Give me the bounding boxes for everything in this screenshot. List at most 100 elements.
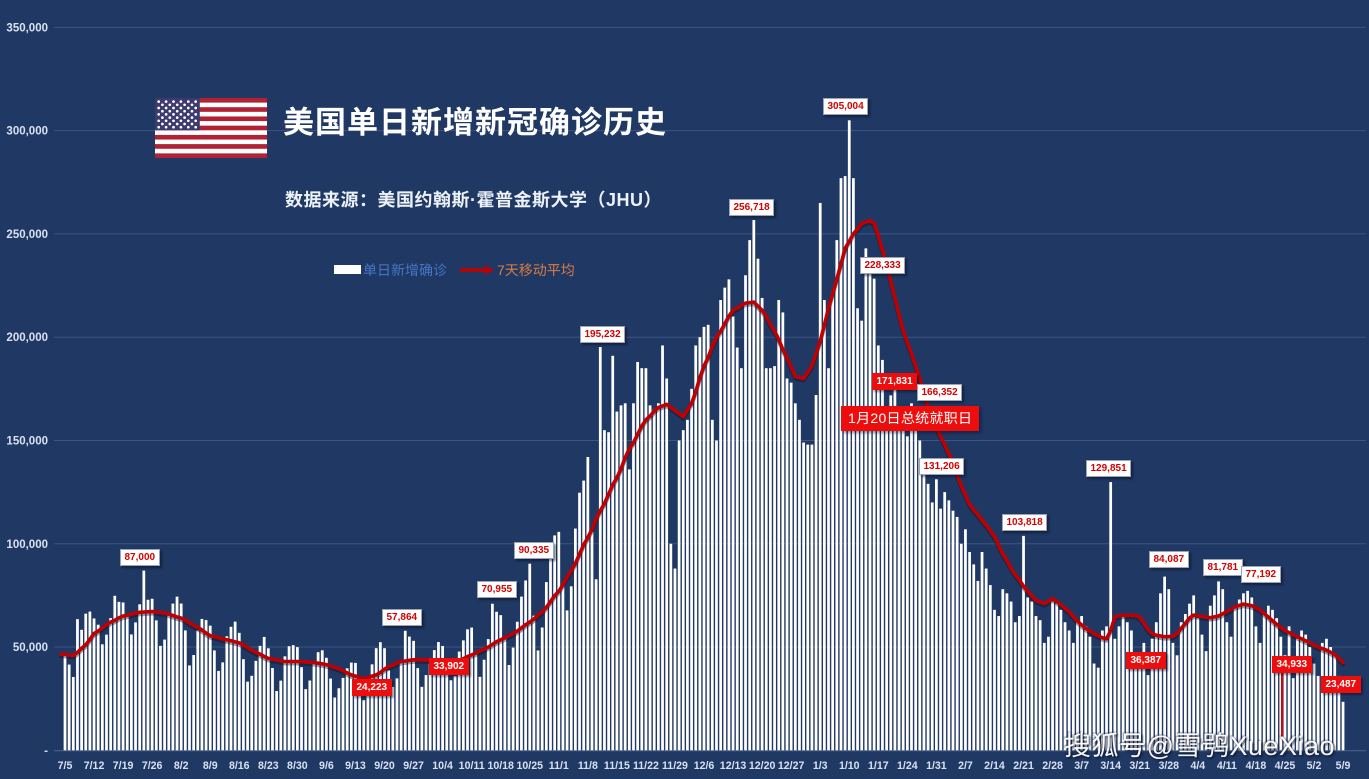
bar (271, 668, 274, 751)
x-axis-label: 4/4 (1190, 760, 1205, 772)
bar (781, 312, 785, 751)
bar (993, 609, 996, 751)
bar (553, 535, 557, 751)
x-axis-label: 3/14 (1100, 760, 1121, 772)
bar (374, 648, 378, 751)
bar (225, 636, 229, 751)
bar (1067, 630, 1071, 751)
bar (1341, 701, 1345, 751)
bar (847, 120, 851, 751)
bar (980, 552, 984, 751)
data-label-callout: 23,487 (1321, 676, 1361, 693)
bar (1196, 618, 1200, 751)
bar (1018, 616, 1021, 751)
bar (889, 395, 893, 751)
bar (694, 345, 698, 751)
x-axis-label: 8/23 (258, 760, 279, 772)
bar (532, 615, 536, 751)
bar (1183, 613, 1187, 751)
bar (860, 320, 864, 751)
bar (163, 639, 166, 751)
bar (341, 677, 345, 751)
bar (1076, 622, 1079, 751)
bar (769, 368, 772, 751)
bar (1192, 595, 1196, 751)
bar (640, 368, 644, 751)
data-label-callout: 33,902 (429, 658, 469, 675)
bar (150, 598, 154, 751)
bar (939, 508, 942, 751)
bar (1320, 642, 1324, 751)
bar (657, 403, 660, 751)
x-axis-label: 5/2 (1307, 760, 1322, 772)
x-axis-label: 7/26 (142, 760, 163, 772)
bar (959, 543, 963, 751)
bar (719, 300, 722, 751)
bar (648, 405, 652, 751)
bar (159, 645, 162, 751)
bar (200, 618, 204, 751)
bar (690, 388, 693, 751)
x-axis-label: 10/25 (516, 760, 543, 772)
bar (154, 620, 158, 751)
bar (1283, 655, 1287, 751)
bar (636, 361, 640, 751)
bar (378, 642, 382, 751)
bar (947, 500, 951, 751)
bar (420, 686, 424, 751)
bar (818, 202, 822, 751)
bar (777, 300, 781, 751)
data-label-callout: 131,206 (919, 458, 965, 475)
bar (179, 603, 183, 751)
bar (337, 688, 341, 751)
bar (445, 666, 449, 751)
x-axis-label: 2/7 (958, 760, 973, 772)
bar (325, 657, 328, 751)
bar (1279, 636, 1283, 751)
bar (1038, 620, 1042, 751)
bar (540, 627, 544, 751)
bar (827, 368, 830, 751)
data-source-label: 数据来源：美国约翰斯·霍普金斯大学（JHU） (285, 190, 663, 210)
bar (1142, 642, 1146, 751)
bar (1237, 599, 1241, 751)
bar (1271, 609, 1274, 751)
bar (142, 570, 146, 751)
x-axis-label: 12/13 (720, 760, 747, 772)
bar (798, 419, 801, 751)
bar (872, 278, 876, 751)
bar (1013, 622, 1017, 751)
bar (652, 409, 656, 751)
bar (528, 563, 532, 751)
bar (586, 456, 590, 751)
bar (204, 620, 208, 751)
bar (1258, 642, 1262, 751)
bar (1084, 626, 1088, 751)
bar (1250, 597, 1254, 751)
bar (852, 178, 855, 751)
bar (1229, 636, 1233, 751)
bar (491, 603, 494, 751)
bar (1179, 622, 1183, 751)
bar (412, 640, 415, 751)
bar (242, 659, 245, 751)
data-label-callout: 171,831 (872, 373, 918, 390)
bar (300, 667, 303, 751)
x-axis-label: 7/12 (84, 760, 105, 772)
bar (258, 645, 262, 751)
bar (1266, 605, 1270, 751)
bar (984, 568, 988, 751)
bar (1026, 597, 1030, 751)
bar (1246, 590, 1249, 751)
x-axis-label: 8/16 (229, 760, 250, 772)
bar (387, 670, 391, 751)
x-axis-label: 7/19 (113, 760, 134, 772)
bar (868, 258, 872, 751)
bar (710, 419, 714, 751)
x-axis-label: 1/3 (813, 760, 828, 772)
bar (905, 436, 909, 751)
bar (677, 440, 681, 751)
bar (466, 629, 469, 751)
bar (968, 552, 971, 751)
data-label-callout: 103,818 (1002, 514, 1048, 531)
